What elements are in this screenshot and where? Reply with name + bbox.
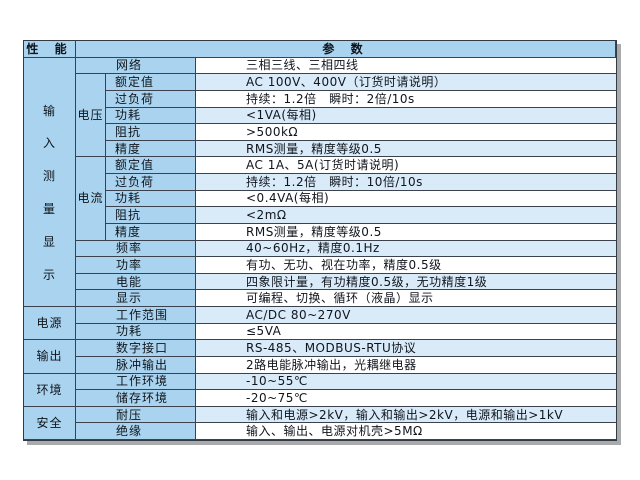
value-cell: <0.4VA(每相) [196, 190, 616, 208]
value-cell: RMS测量，精度等级0.5 [196, 223, 616, 241]
value-cell: >500kΩ [196, 124, 616, 141]
value-cell: 输入和电源>2kV，输入和输出>2kV，电源和输出>1kV [196, 406, 616, 424]
param-cell: 网络 [76, 57, 196, 75]
group-char: 显 [42, 235, 56, 250]
param-cell: 阻抗 [106, 124, 196, 141]
group-char: 输 [42, 103, 56, 118]
param-cell: 储存环境 [76, 390, 196, 407]
param-cell: 显示 [76, 290, 196, 307]
value-cell: 四象限计量，有功精度0.5级，无功精度1级 [196, 273, 616, 291]
param-cell: 绝缘 [76, 423, 196, 440]
param-cell: 功耗 [106, 190, 196, 208]
param-cell: 过负荷 [106, 90, 196, 108]
param-cell: 数字接口 [76, 340, 196, 357]
header-cell-property: 性 能 [24, 41, 76, 58]
value-cell: 持续：1.2倍 瞬时：2倍/10s [196, 90, 616, 108]
param-cell: 过负荷 [106, 174, 196, 191]
value-cell: <2mΩ [196, 207, 616, 224]
value-cell: 2路电能脉冲输出，光耦继电器 [196, 356, 616, 374]
value-cell: 可编程、切换、循环（液晶）显示 [196, 290, 616, 307]
group-cell-input-measure-display: 输 入 测 量 显 示 [24, 57, 76, 307]
group-cell-environment: 环境 [24, 373, 76, 407]
param-cell: 耐压 [76, 406, 196, 424]
value-cell: AC/DC 80~270V [196, 307, 616, 324]
value-cell: AC 1A、5A(订货时请说明) [196, 157, 616, 174]
param-cell: 工作范围 [76, 307, 196, 324]
value-cell: 三相三线、三相四线 [196, 57, 616, 75]
value-cell: <1VA(每相) [196, 107, 616, 125]
value-cell: AC 100V、400V（订货时请说明） [196, 74, 616, 91]
group-cell-power-supply: 电源 [24, 307, 76, 341]
value-cell: -10~55℃ [196, 373, 616, 391]
value-cell: 持续：1.2倍 瞬时：10倍/10s [196, 174, 616, 191]
param-cell: 频率 [76, 240, 196, 258]
value-cell: 40~60Hz，精度0.1Hz [196, 240, 616, 258]
param-cell: 精度 [106, 223, 196, 241]
group-cell-safety: 安全 [24, 406, 76, 440]
group-char: 入 [42, 136, 56, 151]
param-cell: 功率 [76, 257, 196, 274]
param-cell: 阻抗 [106, 207, 196, 224]
group-cell-output: 输出 [24, 340, 76, 374]
param-cell: 精度 [106, 140, 196, 158]
param-cell: 电能 [76, 273, 196, 291]
param-cell: 工作环境 [76, 373, 196, 391]
param-cell: 功耗 [76, 323, 196, 341]
group-char: 示 [42, 268, 56, 283]
spec-table: 性 能 参 数 输 入 测 量 显 示 电源 输出 环境 安全 电压 电流 网络… [23, 40, 617, 441]
value-cell: ≤5VA [196, 323, 616, 341]
param-cell: 脉冲输出 [76, 356, 196, 374]
param-cell: 额定值 [106, 157, 196, 174]
group-cell-current: 电流 [76, 157, 106, 241]
value-cell: -20~75℃ [196, 390, 616, 407]
value-cell: RMS测量，精度等级0.5 [196, 140, 616, 158]
header-cell-parameter: 参 数 [76, 41, 616, 58]
param-cell: 功耗 [106, 107, 196, 125]
group-char: 量 [42, 202, 56, 217]
param-cell: 额定值 [106, 74, 196, 91]
group-cell-voltage: 电压 [76, 74, 106, 158]
value-cell: 有功、无功、视在功率，精度0.5级 [196, 257, 616, 274]
group-char: 测 [42, 169, 56, 184]
value-cell: RS-485、MODBUS-RTU协议 [196, 340, 616, 357]
value-cell: 输入、输出、电源对机壳>5MΩ [196, 423, 616, 440]
